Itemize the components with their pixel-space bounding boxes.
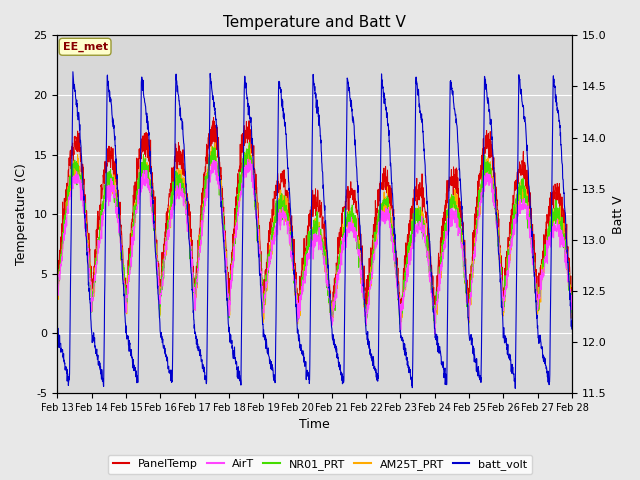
Text: EE_met: EE_met xyxy=(63,42,108,52)
PanelTemp xyxy=(464,285,472,291)
Title: Temperature and Batt V: Temperature and Batt V xyxy=(223,15,406,30)
NR01_PRT xyxy=(465,301,472,307)
NR01_PRT xyxy=(54,288,61,293)
NR01_PRT xyxy=(362,323,370,329)
PanelTemp xyxy=(197,216,205,222)
AM25T_PRT xyxy=(568,294,576,300)
AirT xyxy=(431,331,439,337)
Line: PanelTemp: PanelTemp xyxy=(58,118,572,319)
AM25T_PRT xyxy=(538,281,545,287)
PanelTemp xyxy=(340,204,348,210)
PanelTemp xyxy=(568,299,576,305)
AirT xyxy=(538,286,545,292)
PanelTemp xyxy=(210,115,218,120)
batt_volt xyxy=(330,339,337,345)
NR01_PRT xyxy=(568,310,576,315)
AirT xyxy=(330,307,337,313)
NR01_PRT xyxy=(523,198,531,204)
NR01_PRT xyxy=(245,140,253,145)
AM25T_PRT xyxy=(54,301,61,307)
PanelTemp xyxy=(538,270,545,276)
AM25T_PRT xyxy=(465,317,472,323)
PanelTemp xyxy=(54,284,61,290)
PanelTemp xyxy=(330,304,337,310)
X-axis label: Time: Time xyxy=(300,419,330,432)
batt_volt xyxy=(523,142,531,148)
Line: NR01_PRT: NR01_PRT xyxy=(58,143,572,326)
Y-axis label: Batt V: Batt V xyxy=(612,195,625,234)
AM25T_PRT xyxy=(330,315,337,321)
PanelTemp xyxy=(523,167,531,173)
AirT xyxy=(523,216,531,222)
Line: AM25T_PRT: AM25T_PRT xyxy=(58,143,572,329)
AirT xyxy=(465,317,472,323)
batt_volt xyxy=(69,69,77,74)
AirT xyxy=(244,156,252,162)
batt_volt xyxy=(340,314,348,320)
batt_volt xyxy=(568,326,576,332)
Legend: PanelTemp, AirT, NR01_PRT, AM25T_PRT, batt_volt: PanelTemp, AirT, NR01_PRT, AM25T_PRT, ba… xyxy=(108,455,532,474)
AirT xyxy=(568,297,576,303)
AirT xyxy=(197,237,205,243)
batt_volt xyxy=(511,385,519,391)
NR01_PRT xyxy=(340,218,348,224)
PanelTemp xyxy=(465,316,473,322)
NR01_PRT xyxy=(538,281,545,287)
AM25T_PRT xyxy=(197,236,205,241)
Line: batt_volt: batt_volt xyxy=(58,72,572,388)
AirT xyxy=(54,294,61,300)
batt_volt xyxy=(197,358,205,363)
batt_volt xyxy=(538,345,545,351)
AM25T_PRT xyxy=(211,140,219,145)
Line: AirT: AirT xyxy=(58,159,572,334)
NR01_PRT xyxy=(330,308,337,313)
AM25T_PRT xyxy=(340,223,348,229)
AM25T_PRT xyxy=(431,326,438,332)
Y-axis label: Temperature (C): Temperature (C) xyxy=(15,163,28,265)
batt_volt xyxy=(464,314,472,320)
AM25T_PRT xyxy=(523,200,531,205)
AirT xyxy=(340,235,348,241)
batt_volt xyxy=(54,328,61,334)
NR01_PRT xyxy=(197,224,205,230)
